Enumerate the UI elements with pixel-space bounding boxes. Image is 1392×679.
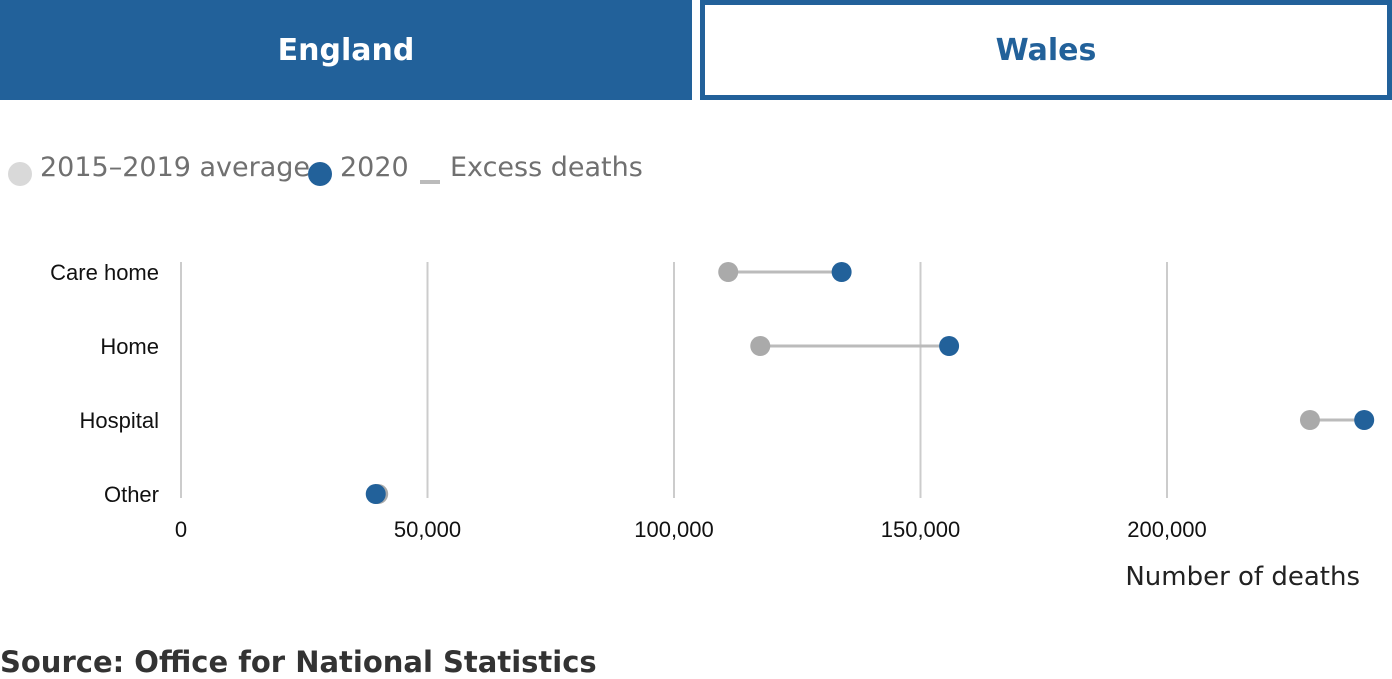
tab-wales[interactable]: Wales [700, 0, 1392, 100]
tab-england[interactable]: England [0, 0, 692, 100]
category-label: Hospital [80, 408, 159, 433]
x-tick-label: 150,000 [881, 517, 961, 542]
x-tick-label: 100,000 [634, 517, 714, 542]
point-2020 [939, 336, 960, 356]
average-point [750, 336, 771, 356]
category-label: Home [100, 334, 159, 359]
point-2020 [365, 484, 386, 504]
x-tick-label: 0 [175, 517, 187, 542]
average-point [1299, 410, 1320, 430]
category-label: Care home [50, 260, 159, 285]
source-note: Source: Office for National Statistics [0, 645, 597, 679]
legend-excess-label: Excess deaths [450, 152, 643, 183]
x-tick-label: 50,000 [394, 517, 461, 542]
legend-2020-label: 2020 [340, 152, 409, 183]
average-point [718, 262, 739, 282]
x-axis-title: Number of deaths [1125, 562, 1360, 592]
dot-plot-chart: 0 50,000 100,000 150,000 200,000 Care home Hom… [50, 260, 1375, 542]
x-tick-label: 200,000 [1127, 517, 1207, 542]
legend-excess-line-icon [420, 180, 440, 184]
legend-average-label: 2015–2019 average [40, 152, 311, 183]
point-2020 [1354, 410, 1375, 430]
point-2020 [831, 262, 852, 282]
nation-tabs: England Wales [0, 0, 1392, 100]
category-label: Other [104, 482, 159, 507]
legend-2020-dot-icon [308, 162, 332, 186]
legend-average-dot-icon [8, 162, 32, 186]
